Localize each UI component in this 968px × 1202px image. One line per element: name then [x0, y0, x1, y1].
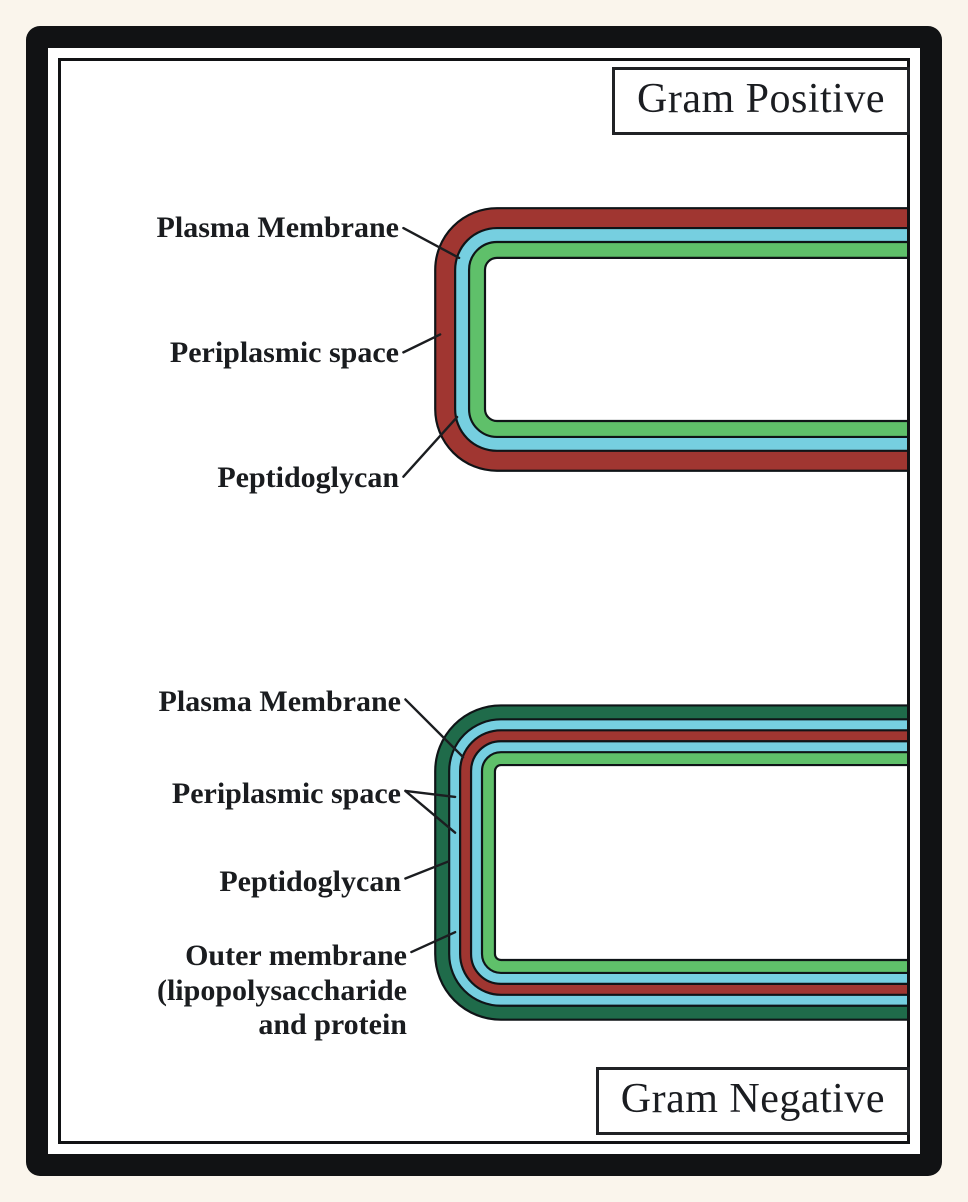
inner-frame: Gram Positive Gram Negative Plasma Membr… — [58, 58, 910, 1144]
label-gn-outer-membrane: Outer membrane (lipopolysaccharide and p… — [77, 939, 407, 1043]
label-gp-periplasmic-space: Periplasmic space — [115, 336, 399, 371]
title-gram-positive: Gram Positive — [612, 67, 910, 135]
label-gn-periplasmic-space: Periplasmic space — [101, 777, 401, 812]
title-gram-negative: Gram Negative — [596, 1067, 910, 1135]
outer-card: Gram Positive Gram Negative Plasma Membr… — [8, 8, 960, 1194]
heavy-frame: Gram Positive Gram Negative Plasma Membr… — [26, 26, 942, 1176]
diagram-area: Gram Positive Gram Negative Plasma Membr… — [61, 61, 907, 1141]
label-gp-plasma-membrane: Plasma Membrane — [99, 211, 399, 246]
label-gn-peptidoglycan: Peptidoglycan — [149, 865, 401, 900]
label-gp-peptidoglycan: Peptidoglycan — [143, 461, 399, 496]
label-gn-plasma-membrane: Plasma Membrane — [91, 685, 401, 720]
